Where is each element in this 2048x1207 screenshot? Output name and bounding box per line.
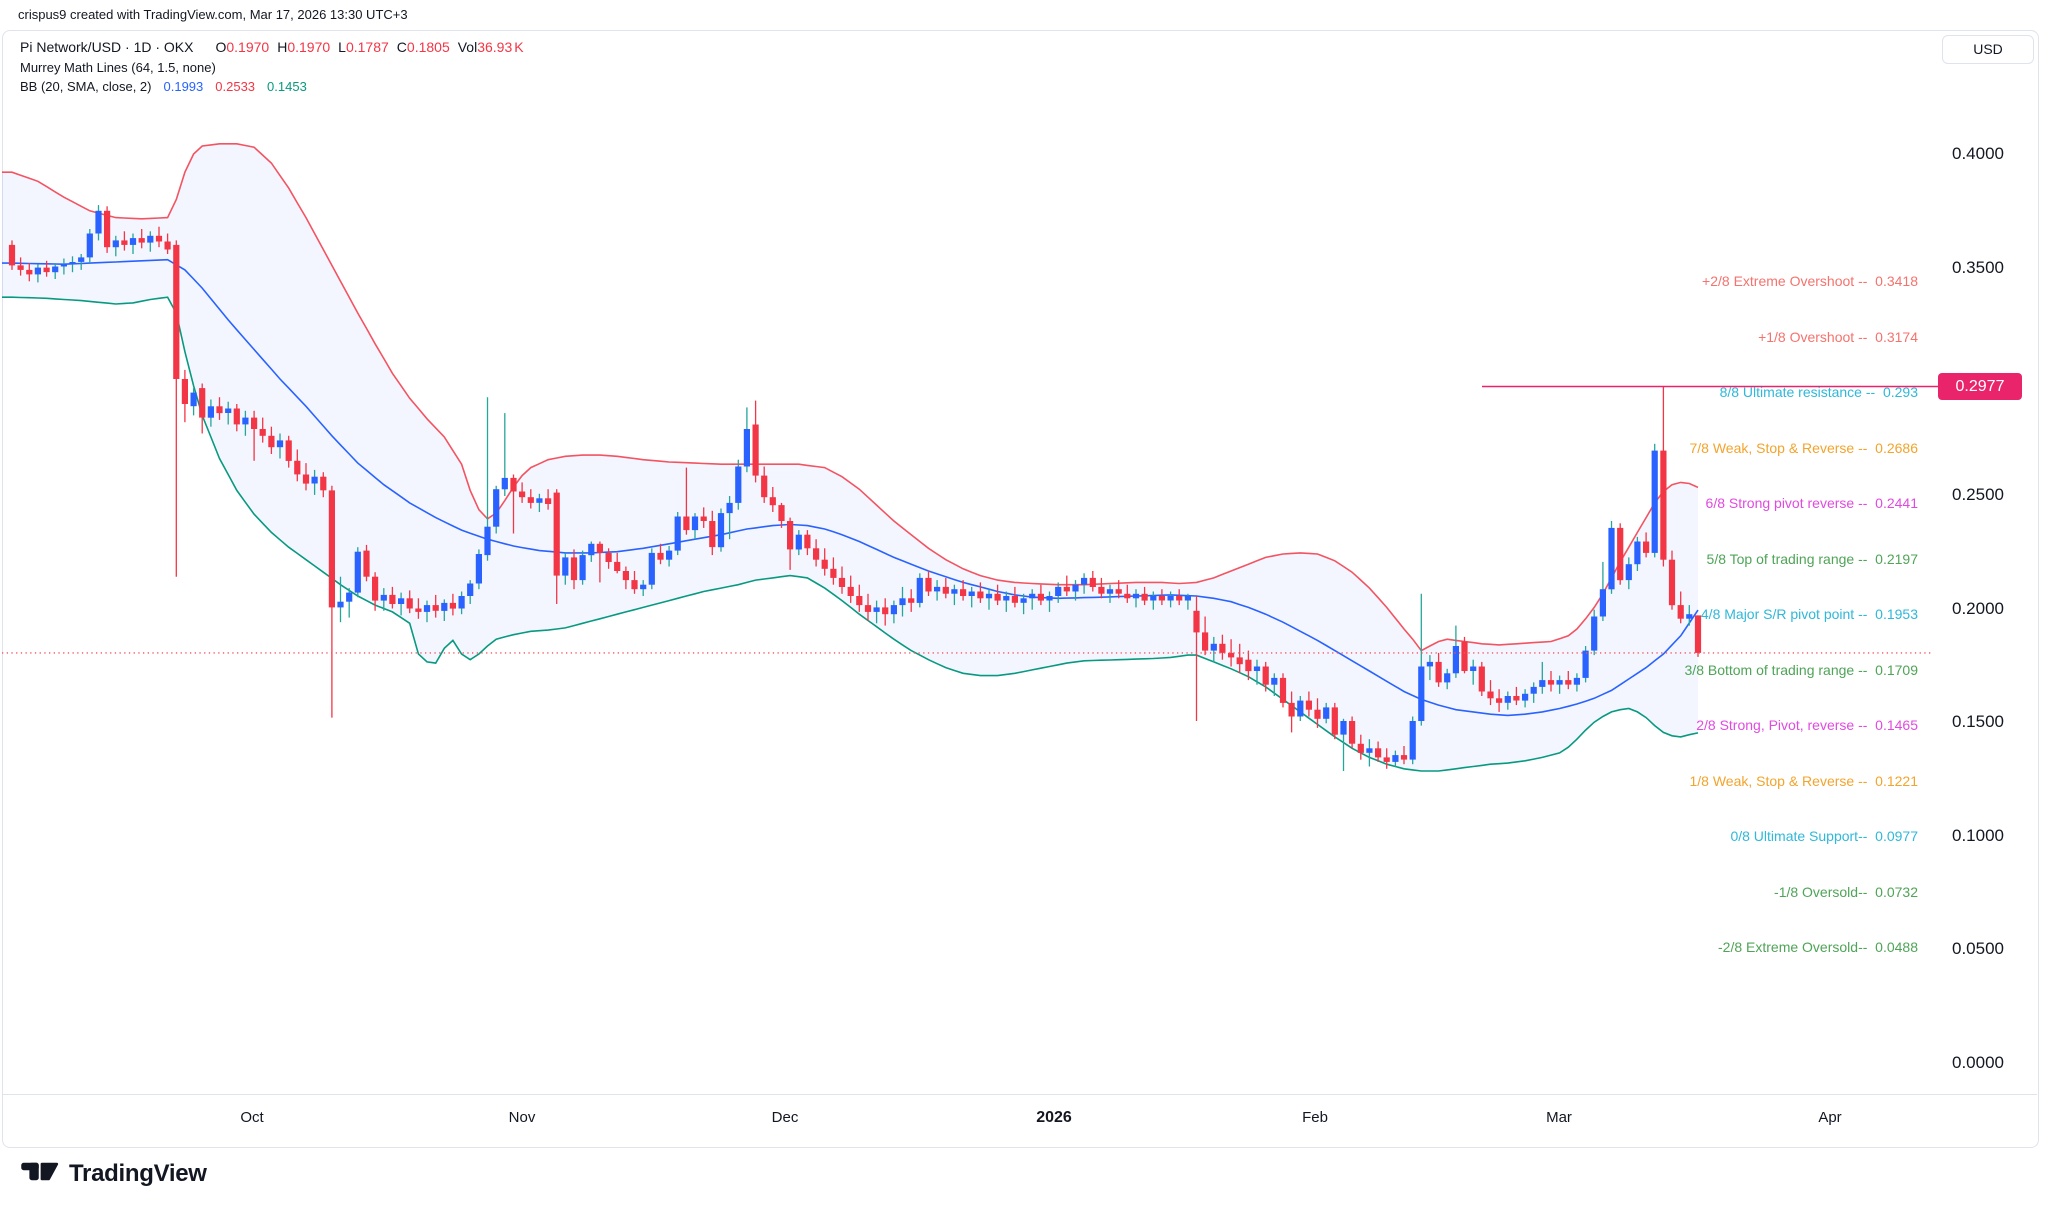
ohlc-key: O — [215, 39, 227, 55]
time-tick-label: Oct — [240, 1109, 264, 1126]
chart-widget-frame — [2, 30, 2039, 1148]
price-tick-label: 0.1000 — [1952, 826, 2004, 845]
price-tick-label: 0.2500 — [1952, 485, 2004, 504]
bb-title: BB (20, SMA, close, 2) — [20, 79, 152, 94]
ohlc-value: 0.1970 — [287, 39, 331, 55]
volume-value: 36.93 — [477, 39, 513, 55]
volume-key: Vol — [457, 39, 478, 55]
ohlc-values: O0.1970 H0.1970 L0.1787 C0.1805 Vol36.93 K — [207, 39, 523, 55]
bb-value: 0.1453 — [267, 79, 307, 94]
time-tick-label: Feb — [1302, 1109, 1328, 1126]
indicator-bb-row: BB (20, SMA, close, 2) 0.1993 0.2533 0.1453 — [20, 80, 524, 93]
time-axis[interactable]: Oct Nov Dec 2026 Feb Mar Apr — [2, 1094, 2037, 1147]
attribution-text: crispus9 created with TradingView.com, M… — [18, 7, 408, 22]
price-tick-label: 0.3500 — [1952, 258, 2004, 277]
time-tick-label: Apr — [1818, 1109, 1842, 1126]
ohlc-key: H — [277, 39, 288, 55]
price-tick-label: 0.0000 — [1952, 1053, 2004, 1072]
chart-legend: Pi Network/USD · 1D · OKX O0.1970 H0.1970 L… — [20, 40, 524, 93]
time-tick-label: Dec — [771, 1109, 799, 1126]
volume-suffix: K — [514, 39, 524, 55]
indicator-murrey-row: Murrey Math Lines (64, 1.5, none) — [20, 60, 216, 75]
currency-label: USD — [1973, 41, 2003, 57]
bb-values: 0.1993 0.2533 0.1453 — [152, 79, 307, 94]
tradingview-brand-text: TradingView — [69, 1160, 207, 1187]
legend-symbol-row: Pi Network/USD · 1D · OKX O0.1970 H0.1970 L… — [20, 40, 524, 54]
ohlc-value: 0.1805 — [406, 39, 450, 55]
price-tick-label: 0.4000 — [1952, 144, 2004, 163]
time-tick-label: Nov — [508, 1109, 536, 1126]
price-tick-label: 0.1500 — [1952, 712, 2004, 731]
bb-value: 0.1993 — [163, 79, 204, 94]
ohlc-key: C — [396, 39, 407, 55]
time-tick-label: 2026 — [1036, 1109, 1072, 1126]
price-tick-label: 0.2000 — [1952, 599, 2004, 618]
bb-value: 0.2533 — [215, 79, 256, 94]
tradingview-logo-icon — [21, 1162, 59, 1181]
symbol-title: Pi Network/USD · 1D · OKX — [20, 39, 194, 55]
ohlc-value: 0.1787 — [345, 39, 389, 55]
tradingview-logo[interactable]: TradingView — [20, 1155, 207, 1193]
ohlc-value: 0.1970 — [226, 39, 270, 55]
currency-badge[interactable]: USD — [1942, 35, 2034, 64]
price-tick-label: 0.0500 — [1952, 939, 2004, 958]
price-badge: 0.2977 — [1938, 373, 2022, 400]
time-tick-label: Mar — [1546, 1109, 1572, 1126]
ohlc-key: L — [338, 39, 346, 55]
